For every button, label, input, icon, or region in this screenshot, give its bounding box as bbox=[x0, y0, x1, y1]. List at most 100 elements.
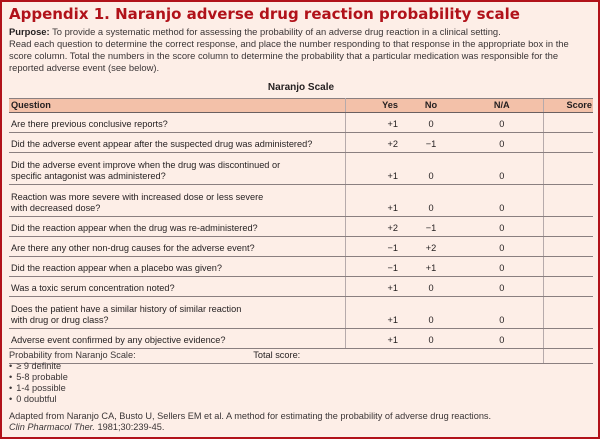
score-cell[interactable] bbox=[542, 216, 593, 237]
probability-legend: Probability from Naranjo Scale: ≥ 9 defi… bbox=[9, 350, 136, 405]
na-cell: 0 bbox=[459, 276, 543, 297]
no-cell: −1 bbox=[401, 216, 459, 237]
question-text: Was a toxic serum concentration noted? bbox=[11, 283, 175, 293]
document-title: Appendix 1. Naranjo adverse drug reactio… bbox=[9, 5, 520, 23]
table-header-row: Question Yes No N/A Score bbox=[9, 98, 593, 113]
purpose-paragraph: Purpose: To provide a systematic method … bbox=[9, 26, 593, 38]
question-text: Are there previous conclusive reports? bbox=[11, 119, 168, 129]
no-cell: +1 bbox=[401, 256, 459, 277]
yes-cell: +1 bbox=[345, 296, 401, 329]
question-text: Did the adverse event improve when the d… bbox=[11, 160, 281, 170]
question-text: Did the reaction appear when the drug wa… bbox=[11, 223, 258, 233]
table-row: Did the reaction appear when a placebo w… bbox=[9, 256, 593, 277]
score-cell[interactable] bbox=[542, 276, 593, 297]
question-text: Did the adverse event appear after the s… bbox=[11, 139, 313, 149]
question-cell: Does the patient have a similar history … bbox=[9, 296, 346, 329]
question-text: Are there any other non-drug causes for … bbox=[11, 243, 255, 253]
table-row: Did the adverse event improve when the d… bbox=[9, 152, 593, 185]
yes-cell: +2 bbox=[345, 216, 401, 237]
na-cell: 0 bbox=[459, 236, 543, 257]
no-cell: +2 bbox=[401, 236, 459, 257]
score-cell[interactable] bbox=[542, 152, 593, 185]
score-cell[interactable] bbox=[542, 184, 593, 217]
purpose-label: Purpose: bbox=[9, 26, 50, 37]
na-cell: 0 bbox=[459, 132, 543, 153]
table-row: Was a toxic serum concentration noted? +… bbox=[9, 276, 593, 297]
yes-cell: +1 bbox=[345, 328, 401, 349]
na-cell: 0 bbox=[459, 256, 543, 277]
table-row: Adverse event confirmed by any objective… bbox=[9, 328, 593, 349]
yes-cell: +1 bbox=[345, 112, 401, 133]
no-cell: 0 bbox=[401, 328, 459, 349]
scale-title: Naranjo Scale bbox=[267, 82, 335, 93]
no-cell: 0 bbox=[401, 276, 459, 297]
header-no: No bbox=[401, 98, 459, 113]
no-cell: 0 bbox=[401, 112, 459, 133]
score-cell[interactable] bbox=[542, 132, 593, 153]
header-yes: Yes bbox=[345, 98, 401, 113]
score-cell[interactable] bbox=[542, 296, 593, 329]
na-cell: 0 bbox=[459, 152, 543, 185]
citation-line: Clin Pharmacol Ther. 1981;30:239-45. bbox=[9, 422, 593, 433]
citation-details: 1981;30:239-45. bbox=[94, 422, 165, 432]
total-score-cell[interactable] bbox=[542, 348, 593, 364]
source-text: Adapted from Naranjo CA, Busto U, Seller… bbox=[9, 411, 492, 421]
question-text: Adverse event confirmed by any objective… bbox=[11, 335, 226, 345]
naranjo-table: Question Yes No N/A Score Are there prev… bbox=[9, 98, 593, 364]
journal-name: Clin Pharmacol Ther. bbox=[9, 422, 95, 432]
question-cell: Was a toxic serum concentration noted? bbox=[9, 276, 346, 297]
header-na: N/A bbox=[459, 98, 543, 113]
score-cell[interactable] bbox=[542, 328, 593, 349]
no-cell: 0 bbox=[401, 184, 459, 217]
no-cell: 0 bbox=[401, 296, 459, 329]
list-item: 0 doubtful bbox=[9, 394, 136, 405]
intro-text: Purpose: To provide a systematic method … bbox=[9, 26, 593, 74]
score-cell[interactable] bbox=[542, 256, 593, 277]
score-cell[interactable] bbox=[542, 236, 593, 257]
question-cell: Did the adverse event appear after the s… bbox=[9, 132, 346, 153]
question-text: Did the reaction appear when a placebo w… bbox=[11, 263, 222, 273]
question-cell: Are there any other non-drug causes for … bbox=[9, 236, 346, 257]
total-row: Total score: bbox=[9, 348, 593, 364]
question-text: Reaction was more severe with increased … bbox=[11, 192, 264, 202]
na-cell: 0 bbox=[459, 328, 543, 349]
yes-cell: +1 bbox=[345, 276, 401, 297]
list-item: ≥ 9 definite bbox=[9, 361, 136, 372]
instructions-paragraph: Read each question to determine the corr… bbox=[9, 38, 569, 73]
question-text-line2: with decreased dose? bbox=[11, 203, 101, 213]
na-cell: 0 bbox=[459, 112, 543, 133]
na-cell: 0 bbox=[459, 184, 543, 217]
no-cell: −1 bbox=[401, 132, 459, 153]
no-cell: 0 bbox=[401, 152, 459, 185]
purpose-text: To provide a systematic method for asses… bbox=[49, 26, 501, 37]
question-text-line2: with drug or drug class? bbox=[11, 315, 109, 325]
header-score: Score bbox=[542, 98, 593, 113]
yes-cell: −1 bbox=[345, 256, 401, 277]
question-text-line2: specific antagonist was administered? bbox=[11, 171, 166, 181]
table-row: Does the patient have a similar history … bbox=[9, 296, 593, 329]
probability-heading: Probability from Naranjo Scale: bbox=[9, 350, 136, 360]
table-row: Reaction was more severe with increased … bbox=[9, 184, 593, 217]
header-question: Question bbox=[9, 98, 346, 113]
table-row: Did the reaction appear when the drug wa… bbox=[9, 216, 593, 237]
list-item: 5-8 probable bbox=[9, 372, 136, 383]
list-item: 1-4 possible bbox=[9, 383, 136, 394]
question-cell: Did the adverse event improve when the d… bbox=[9, 152, 346, 185]
table-row: Are there any other non-drug causes for … bbox=[9, 236, 593, 257]
question-cell: Reaction was more severe with increased … bbox=[9, 184, 346, 217]
question-cell: Are there previous conclusive reports? bbox=[9, 112, 346, 133]
yes-cell: +1 bbox=[345, 152, 401, 185]
question-cell: Did the reaction appear when a placebo w… bbox=[9, 256, 346, 277]
probability-list: ≥ 9 definite 5-8 probable 1-4 possible 0… bbox=[9, 361, 136, 405]
yes-cell: −1 bbox=[345, 236, 401, 257]
na-cell: 0 bbox=[459, 216, 543, 237]
yes-cell: +2 bbox=[345, 132, 401, 153]
table-row: Did the adverse event appear after the s… bbox=[9, 132, 593, 153]
question-cell: Did the reaction appear when the drug wa… bbox=[9, 216, 346, 237]
question-text: Does the patient have a similar history … bbox=[11, 304, 242, 314]
question-cell: Adverse event confirmed by any objective… bbox=[9, 328, 346, 349]
table-row: Are there previous conclusive reports? +… bbox=[9, 112, 593, 133]
score-cell[interactable] bbox=[542, 112, 593, 133]
na-cell: 0 bbox=[459, 296, 543, 329]
